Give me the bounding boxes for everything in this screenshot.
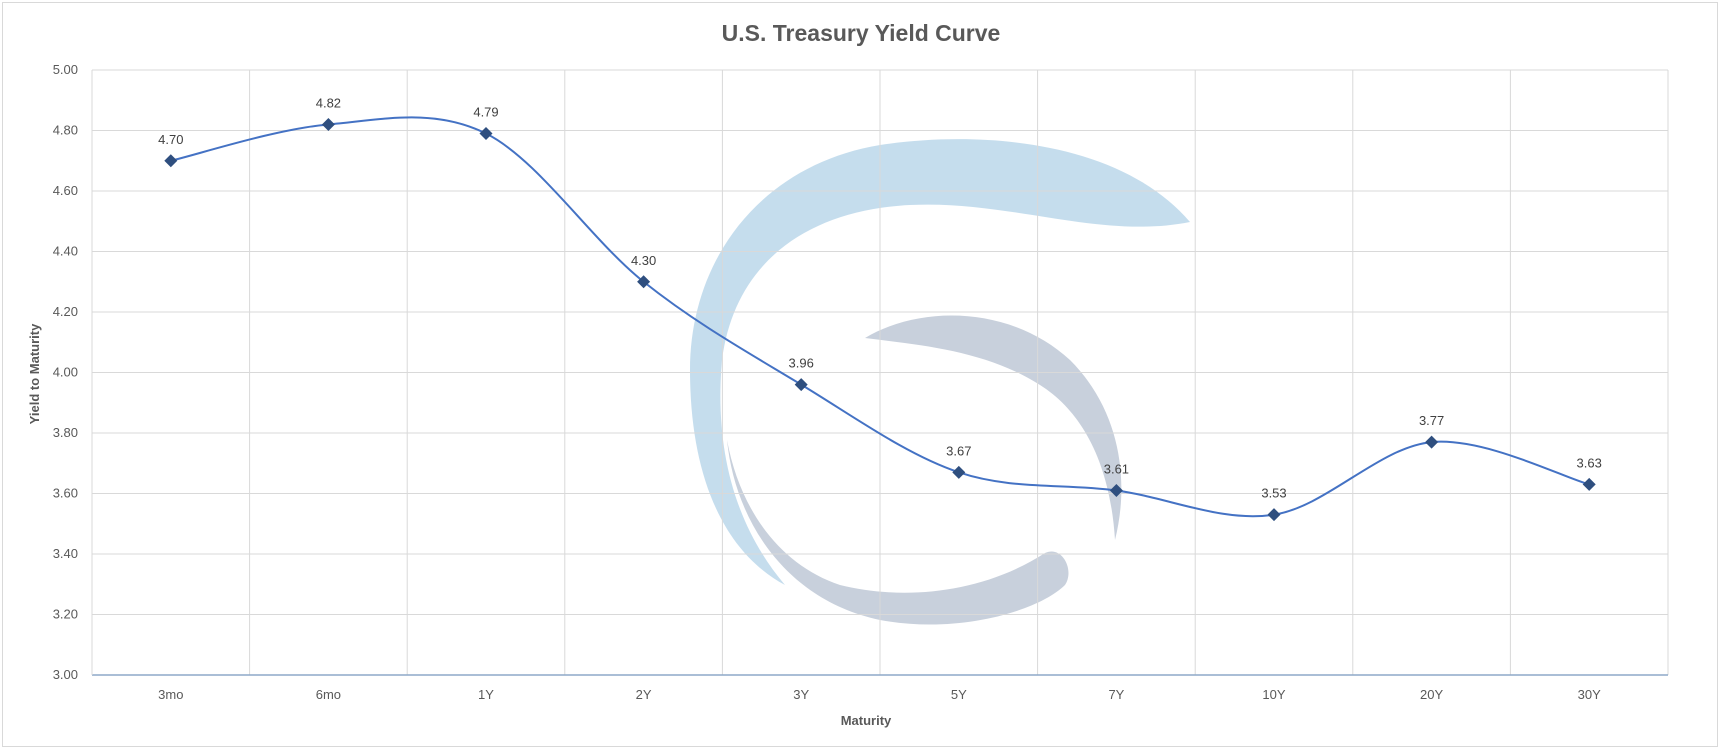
data-label: 3.96: [789, 356, 814, 371]
data-point-marker: [637, 275, 651, 289]
data-label: 4.70: [158, 132, 183, 147]
y-axis-title: Yield to Maturity: [27, 323, 42, 424]
y-tick-label: 4.60: [53, 183, 78, 198]
data-label: 4.79: [473, 105, 498, 120]
x-tick-label: 5Y: [951, 687, 967, 702]
x-tick-label: 3Y: [793, 687, 809, 702]
y-tick-label: 3.40: [53, 546, 78, 561]
y-tick-label: 3.00: [53, 667, 78, 682]
y-tick-label: 4.20: [53, 304, 78, 319]
data-point-marker: [164, 154, 178, 168]
axes: [91, 70, 1668, 676]
x-axis-tick-labels: 3mo 6mo 1Y 2Y 3Y 5Y 7Y 10Y 20Y 30Y: [158, 687, 1601, 702]
x-tick-label: 1Y: [478, 687, 494, 702]
chart-title: U.S. Treasury Yield Curve: [722, 20, 1001, 46]
data-label: 3.77: [1419, 413, 1444, 428]
series-line: [170, 116, 1590, 518]
data-label: 4.82: [316, 95, 341, 110]
data-point-marker: [1425, 435, 1439, 449]
data-label: 3.63: [1577, 455, 1602, 470]
data-point-marker: [479, 127, 493, 141]
x-tick-label: 20Y: [1420, 687, 1443, 702]
x-axis-title: Maturity: [841, 713, 892, 728]
data-label: 3.61: [1104, 461, 1129, 476]
data-label: 4.30: [631, 253, 656, 268]
y-tick-label: 5.00: [53, 62, 78, 77]
data-labels: 4.70 4.82 4.79 4.30 3.96 3.67 3.61 3.53 3.77 3.63: [158, 95, 1602, 500]
data-markers: [164, 117, 1596, 522]
data-point-marker: [952, 465, 966, 479]
y-axis-tick-labels: 5.00 4.80 4.60 4.40 4.20 4.00 3.80 3.60 3.40 3.20…: [53, 62, 78, 682]
y-tick-label: 3.80: [53, 425, 78, 440]
data-point-marker: [1582, 477, 1596, 491]
x-tick-label: 2Y: [636, 687, 652, 702]
data-point-marker: [1267, 508, 1281, 522]
y-tick-label: 3.20: [53, 607, 78, 622]
data-label: 3.67: [946, 443, 971, 458]
x-tick-label: 30Y: [1578, 687, 1601, 702]
x-tick-label: 6mo: [316, 687, 341, 702]
y-tick-label: 4.40: [53, 244, 78, 259]
gridlines: [91, 69, 1669, 676]
data-label: 3.53: [1261, 486, 1286, 501]
data-point-marker: [794, 378, 808, 392]
data-point-marker: [321, 117, 335, 131]
y-tick-label: 4.80: [53, 123, 78, 138]
y-tick-label: 3.60: [53, 486, 78, 501]
y-tick-label: 4.00: [53, 365, 78, 380]
watermark-logo: [690, 139, 1190, 625]
x-tick-label: 10Y: [1262, 687, 1285, 702]
x-tick-label: 7Y: [1108, 687, 1124, 702]
x-tick-label: 3mo: [158, 687, 183, 702]
data-point-marker: [1109, 483, 1123, 497]
